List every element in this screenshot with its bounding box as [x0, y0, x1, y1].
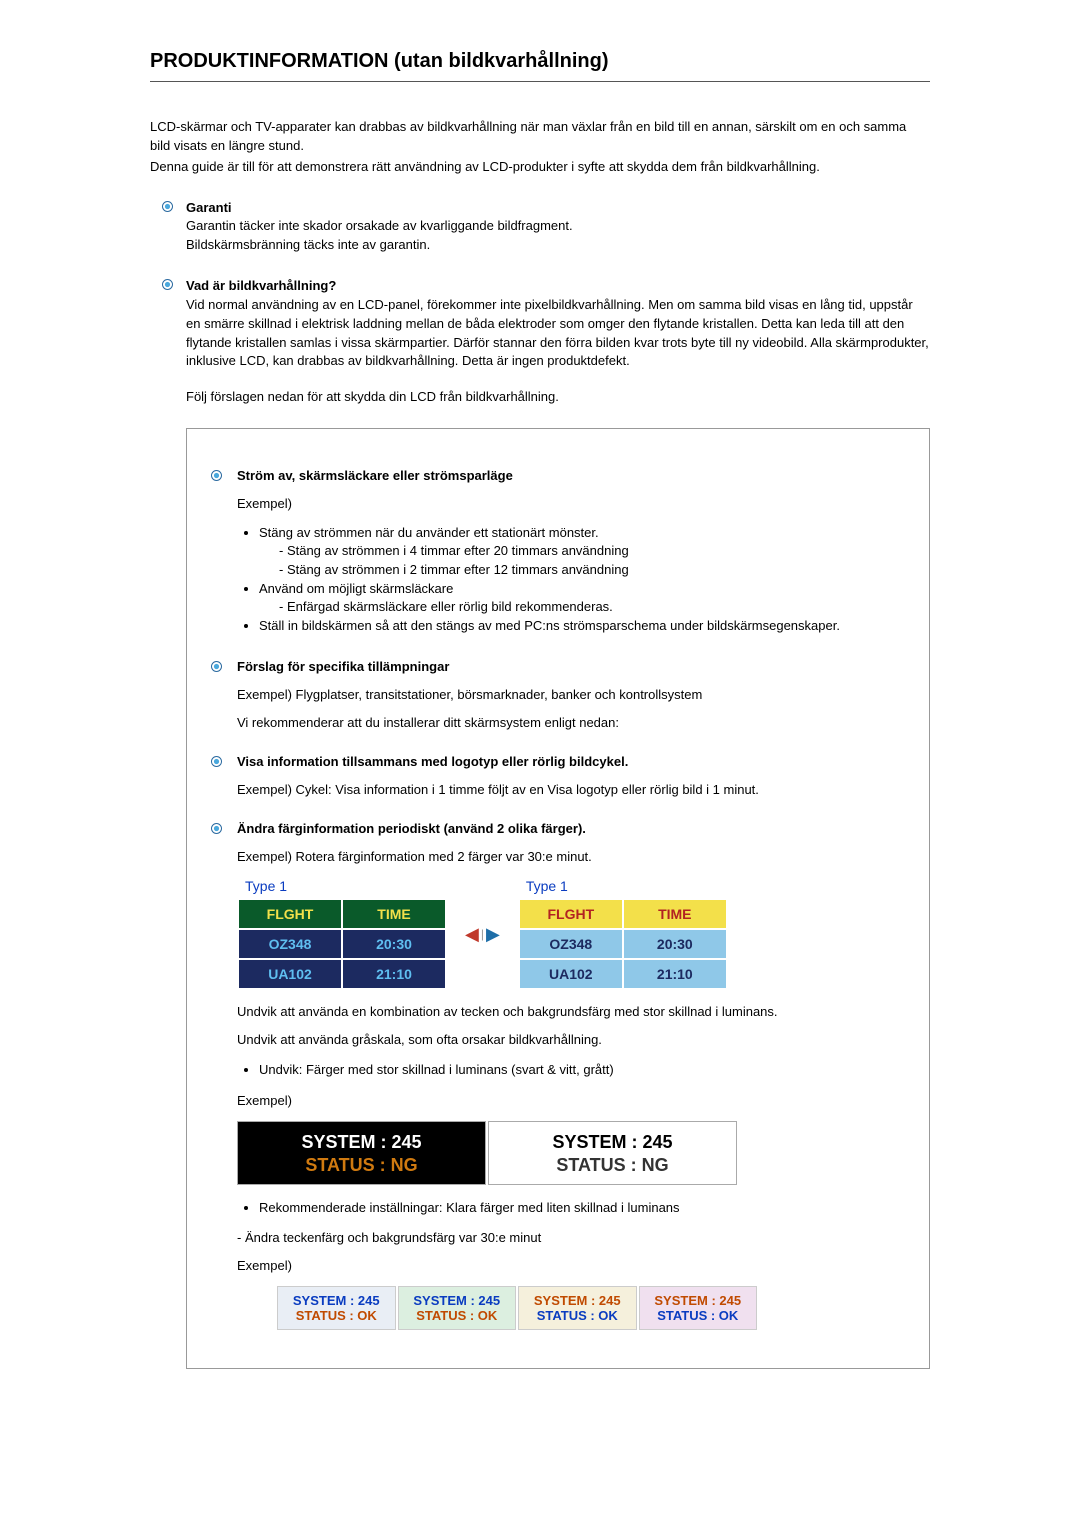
- list-item-text: Stäng av strömmen när du använder ett st…: [259, 525, 599, 540]
- follow-line: Följ förslagen nedan för att skydda din …: [186, 389, 930, 404]
- bullet-icon: [162, 279, 173, 290]
- sub-line: - Stäng av strömmen i 2 timmar efter 12 …: [259, 561, 907, 579]
- flight-table-b: FLGHTTIME OZ34820:30 UA10221:10: [518, 898, 728, 990]
- status-line: STATUS : OK: [523, 1308, 632, 1323]
- section-body: Exempel) Cykel: Visa information i 1 tim…: [237, 782, 907, 797]
- section-heading: Ändra färginformation periodiskt (använd…: [237, 821, 907, 836]
- system-status-box-light: SYSTEM : 245 STATUS : NG: [488, 1121, 737, 1185]
- list-item: Ställ in bildskärmen så att den stängs a…: [259, 617, 907, 635]
- section-body: Vi rekommenderar att du installerar ditt…: [237, 715, 907, 730]
- bullet-list: Rekommenderade inställningar: Klara färg…: [237, 1199, 907, 1217]
- table-cell: 21:10: [623, 959, 727, 989]
- mini-status-box: SYSTEM : 245 STATUS : OK: [398, 1286, 517, 1330]
- system-line: SYSTEM : 245: [523, 1293, 632, 1308]
- table-header: FLGHT: [519, 899, 623, 929]
- intro-block: LCD-skärmar och TV-apparater kan drabbas…: [150, 118, 930, 177]
- status-line: STATUS : OK: [644, 1308, 753, 1323]
- type-label: Type 1: [526, 878, 728, 894]
- sub-line: - Enfärgad skärmsläckare eller rörlig bi…: [259, 598, 907, 616]
- intro-paragraph: LCD-skärmar och TV-apparater kan drabbas…: [150, 118, 930, 156]
- section-heading: Förslag för specifika tillämpningar: [237, 659, 907, 674]
- table-header: TIME: [623, 899, 727, 929]
- system-line: SYSTEM : 245: [244, 1132, 479, 1153]
- swap-arrows-icon: ◀|▶: [465, 924, 500, 945]
- mini-status-box: SYSTEM : 245 STATUS : OK: [518, 1286, 637, 1330]
- system-line: SYSTEM : 245: [282, 1293, 391, 1308]
- section-body: Bildskärmsbränning täcks inte av garanti…: [186, 236, 930, 255]
- warranty-section: Garanti Garantin täcker inte skador orsa…: [150, 199, 930, 256]
- type-column-a: Type 1 FLGHTTIME OZ34820:30 UA10221:10: [237, 878, 447, 990]
- table-cell: OZ348: [238, 929, 342, 959]
- list-item: Stäng av strömmen när du använder ett st…: [259, 524, 907, 579]
- logo-cycle-section: Visa information tillsammans med logotyp…: [209, 754, 907, 797]
- mini-status-box: SYSTEM : 245 STATUS : OK: [277, 1286, 396, 1330]
- type-label: Type 1: [245, 878, 447, 894]
- section-body: Exempel) Rotera färginformation med 2 fä…: [237, 849, 907, 864]
- title-divider: [150, 81, 930, 82]
- status-line: STATUS : NG: [495, 1155, 730, 1176]
- whatis-section: Vad är bildkvarhållning? Vid normal anvä…: [150, 277, 930, 371]
- list-item-text: Använd om möjligt skärmsläckare: [259, 581, 453, 596]
- list-item: Undvik: Färger med stor skillnad i lumin…: [259, 1061, 907, 1079]
- bullet-icon: [211, 661, 222, 672]
- color-change-section: Ändra färginformation periodiskt (använd…: [209, 821, 907, 1329]
- recommendation-box: Ström av, skärmsläckare eller strömsparl…: [186, 428, 930, 1369]
- list-item: Rekommenderade inställningar: Klara färg…: [259, 1199, 907, 1217]
- type-column-b: Type 1 FLGHTTIME OZ34820:30 UA10221:10: [518, 878, 728, 990]
- table-cell: 21:10: [342, 959, 446, 989]
- section-body: Exempel) Flygplatser, transitstationer, …: [237, 687, 907, 702]
- specific-apps-section: Förslag för specifika tillämpningar Exem…: [209, 659, 907, 730]
- power-off-section: Ström av, skärmsläckare eller strömsparl…: [209, 468, 907, 635]
- system-line: SYSTEM : 245: [495, 1132, 730, 1153]
- section-heading: Garanti: [186, 199, 930, 218]
- example-label: Exempel): [237, 1093, 907, 1108]
- page-title: PRODUKTINFORMATION (utan bildkvarhållnin…: [150, 50, 930, 73]
- example-label: Exempel): [237, 1258, 907, 1273]
- status-line: STATUS : OK: [282, 1308, 391, 1323]
- mini-status-box: SYSTEM : 245 STATUS : OK: [639, 1286, 758, 1330]
- mini-status-row: SYSTEM : 245 STATUS : OK SYSTEM : 245 ST…: [277, 1286, 757, 1330]
- intro-paragraph: Denna guide är till för att demonstrera …: [150, 158, 930, 177]
- system-status-row: SYSTEM : 245 STATUS : NG SYSTEM : 245 ST…: [237, 1121, 737, 1185]
- bullet-icon: [162, 201, 173, 212]
- avoid-text: Undvik att använda en kombination av tec…: [237, 1004, 907, 1019]
- section-body: Vid normal användning av en LCD-panel, f…: [186, 296, 930, 371]
- section-body: Garantin täcker inte skador orsakade av …: [186, 217, 930, 236]
- system-line: SYSTEM : 245: [403, 1293, 512, 1308]
- table-header: TIME: [342, 899, 446, 929]
- table-cell: OZ348: [519, 929, 623, 959]
- table-cell: 20:30: [342, 929, 446, 959]
- table-cell: UA102: [519, 959, 623, 989]
- bullet-list: Stäng av strömmen när du använder ett st…: [237, 524, 907, 635]
- bullet-list: Undvik: Färger med stor skillnad i lumin…: [237, 1061, 907, 1079]
- status-line: STATUS : OK: [403, 1308, 512, 1323]
- system-line: SYSTEM : 245: [644, 1293, 753, 1308]
- type-comparison-figure: Type 1 FLGHTTIME OZ34820:30 UA10221:10 ◀…: [237, 878, 907, 990]
- section-heading: Visa information tillsammans med logotyp…: [237, 754, 907, 769]
- example-label: Exempel): [237, 496, 907, 511]
- bullet-icon: [211, 823, 222, 834]
- table-cell: 20:30: [623, 929, 727, 959]
- system-status-box-dark: SYSTEM : 245 STATUS : NG: [237, 1121, 486, 1185]
- table-cell: UA102: [238, 959, 342, 989]
- status-line: STATUS : NG: [244, 1155, 479, 1176]
- page: PRODUKTINFORMATION (utan bildkvarhållnin…: [60, 0, 1020, 1429]
- section-heading: Vad är bildkvarhållning?: [186, 277, 930, 296]
- flight-table-a: FLGHTTIME OZ34820:30 UA10221:10: [237, 898, 447, 990]
- avoid-text: Undvik att använda gråskala, som ofta or…: [237, 1032, 907, 1047]
- bullet-icon: [211, 470, 222, 481]
- sub-line: - Stäng av strömmen i 4 timmar efter 20 …: [259, 542, 907, 560]
- bullet-icon: [211, 756, 222, 767]
- sub-line: - Ändra teckenfärg och bakgrundsfärg var…: [237, 1230, 907, 1245]
- list-item: Använd om möjligt skärmsläckare - Enfärg…: [259, 580, 907, 616]
- table-header: FLGHT: [238, 899, 342, 929]
- section-heading: Ström av, skärmsläckare eller strömsparl…: [237, 468, 907, 483]
